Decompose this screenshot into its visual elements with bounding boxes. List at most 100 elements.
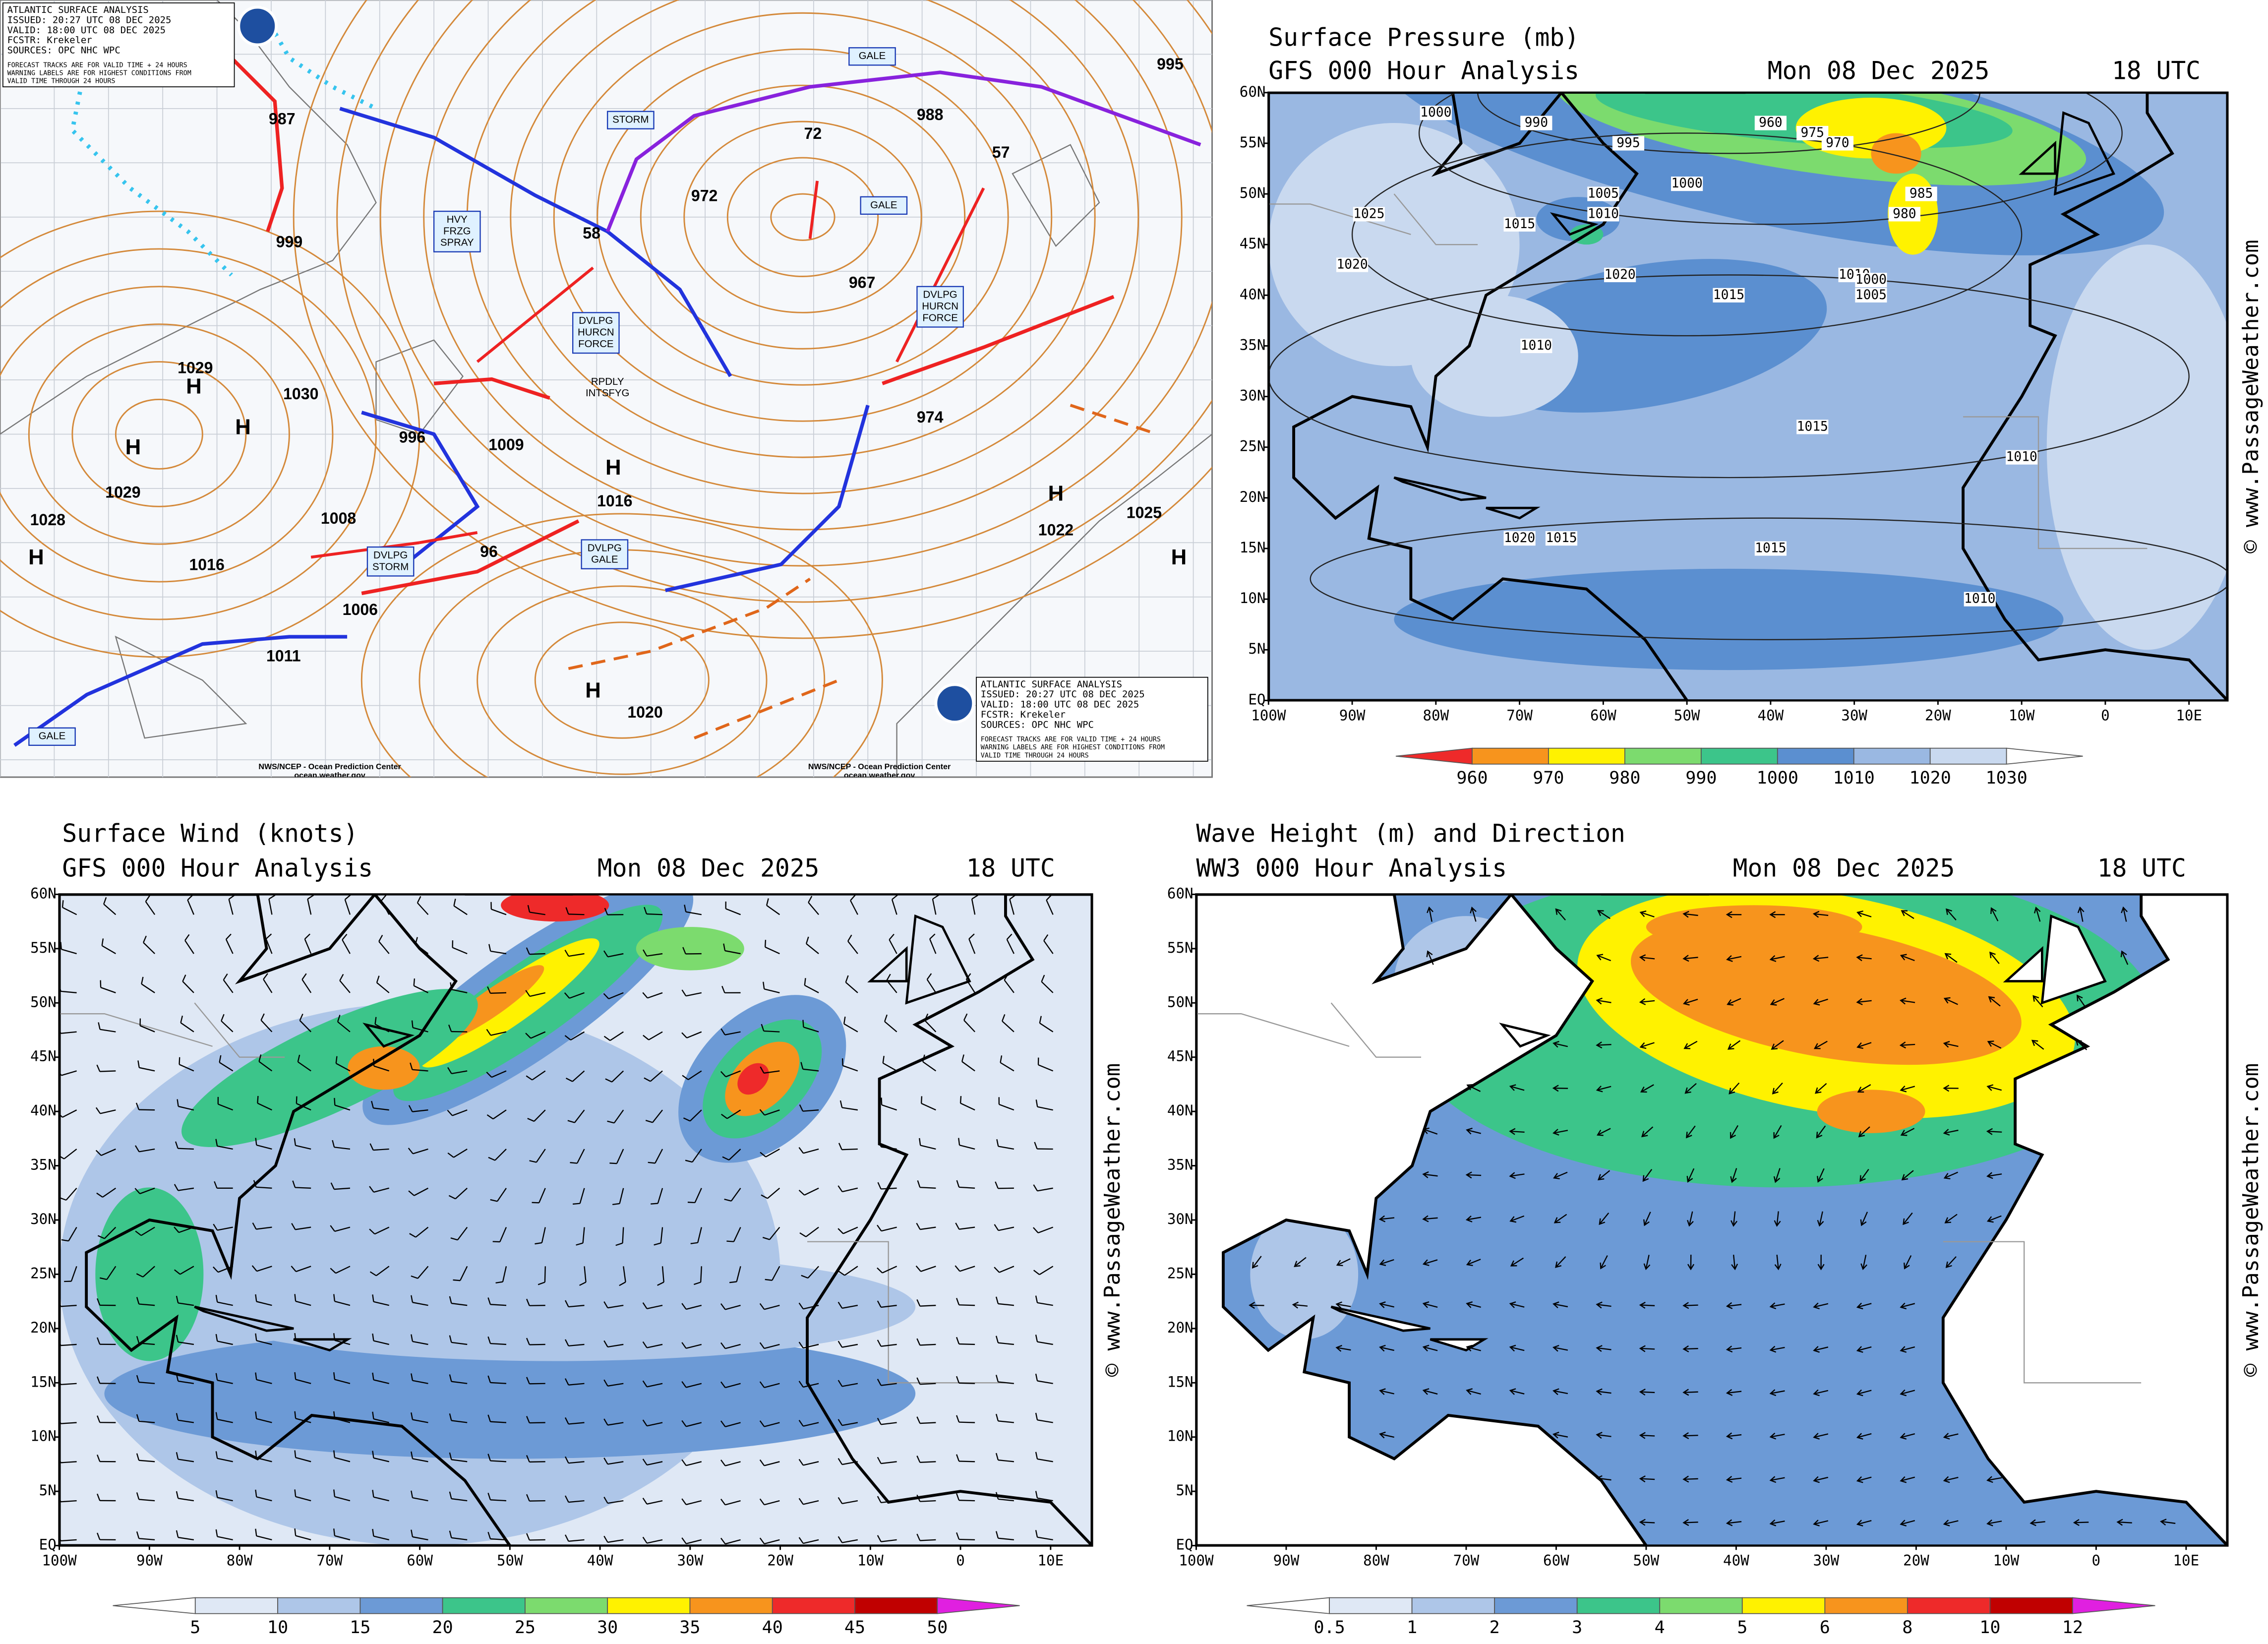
lon-label: 20W [1925,707,1951,724]
wind-barb [568,1304,585,1308]
colorbar-label: 0.5 [1313,1618,1345,1638]
wave-arrow [1640,1000,1655,1003]
wind-barb [998,1537,1014,1541]
wave-arrow-head [1990,907,1997,914]
wind-barb [1035,1295,1038,1303]
land [896,433,1212,778]
wind-barb [414,985,428,993]
wave-arrow [1732,1254,1736,1270]
wave-arrow [1945,1214,1958,1223]
wave-arrow [1423,1390,1438,1395]
wind-barb [764,1343,780,1349]
warning-box [28,727,76,746]
wind-barb [765,946,780,955]
wind-barb [842,1305,858,1309]
wind-barb [373,1457,389,1462]
wind-barb [495,1281,503,1284]
wave-arrow-head [1813,1520,1820,1526]
lon-label: 20W [767,1552,793,1569]
lon-label: 30W [1813,1552,1840,1569]
wind-barb [877,1182,882,1189]
wind-barb [643,1035,649,1040]
wave-arrow [1553,1130,1568,1134]
wind-barb [97,1376,101,1384]
wind-barb [728,1149,741,1160]
wind-barb [726,1240,734,1242]
wind-barb [257,1102,272,1111]
warning-label: DVLPG [373,550,408,561]
wave-arrow-head [1813,1302,1820,1310]
island [293,1338,352,1352]
wind-barb [372,1451,374,1459]
wave-arrow-head [1726,1302,1733,1309]
contour-label-bg [1503,217,1536,232]
wave-arrow [1598,910,1611,919]
island [1486,506,1541,520]
wind-barb [490,1199,498,1202]
wind-barb [258,1061,273,1072]
wind-barb [455,1187,468,1200]
wind-barb [136,1375,140,1383]
wave-arrow-head [1944,953,1952,960]
wave-arrow-head [1642,1175,1649,1182]
wave-arrow-head [1812,911,1820,918]
island [2019,140,2056,175]
lon-label: 40W [1723,1552,1749,1569]
panel-date: Mon 08 Dec 2025 [1768,56,1990,85]
wind-barb [526,1298,530,1306]
warning-label: GALE [591,554,618,565]
wind-barb [963,1013,968,1021]
isobar [336,0,1212,603]
wind-barb [1033,1227,1039,1233]
pressure-label: 1020 [627,703,662,721]
wind-barb [929,938,937,954]
wave-arrow [1597,1434,1611,1437]
colorbar-segment [1929,747,2007,765]
pressure-label: 72 [804,124,822,142]
pressure-label: 1028 [30,511,65,529]
wind-barb [373,1418,389,1423]
lat-label: 15N [1167,1373,1194,1390]
header-box [2,2,235,87]
wave-arrow [2032,995,2043,1008]
contour-label: 995 [1616,135,1640,150]
wave-arrow-head [1466,1260,1473,1267]
wind-barb [657,1281,664,1286]
wind-barb [647,953,663,957]
contour-label: 1000 [1855,272,1887,287]
wave-arrow-head [1509,1084,1516,1091]
wind-barb [1037,1106,1053,1111]
wave-arrow [1597,1347,1611,1350]
land [1196,894,1648,1546]
wind-barb [295,1535,311,1541]
wave-arrow [1776,1211,1779,1226]
wind-barb [994,1267,1000,1273]
wind-barb [1038,1226,1054,1234]
wind-barb [411,1490,414,1498]
wind-barb [187,894,193,901]
wind-barb [136,1453,140,1461]
wave-arrow [1857,957,1872,960]
wind-barb [215,1451,218,1459]
wind-barb [490,1382,507,1384]
lat-label: 35N [1167,1157,1194,1173]
wave-arrow-head [1639,1432,1646,1439]
wind-barb [884,1014,888,1022]
wind-barb [260,1020,273,1033]
front [882,295,1115,385]
wave-arrow-head [1774,1220,1781,1227]
lon-label: 80W [227,1552,253,1569]
wind-barb [808,902,819,915]
wind-barb [295,1457,311,1462]
wind-barb [1009,899,1015,915]
wave-arrow-head [1640,1086,1647,1093]
field-region [95,1187,204,1361]
wind-barb [1046,900,1054,915]
wind-barb [60,1422,77,1424]
wind-barb [564,1495,569,1503]
credit: NWS/NCEP - Ocean Prediction Center [808,762,951,771]
colorbar-segment [1548,747,1625,765]
wave-arrow-head [1901,1174,1909,1181]
wave-arrow-head [1900,1433,1907,1440]
lat-label: 5N [1176,1482,1193,1499]
